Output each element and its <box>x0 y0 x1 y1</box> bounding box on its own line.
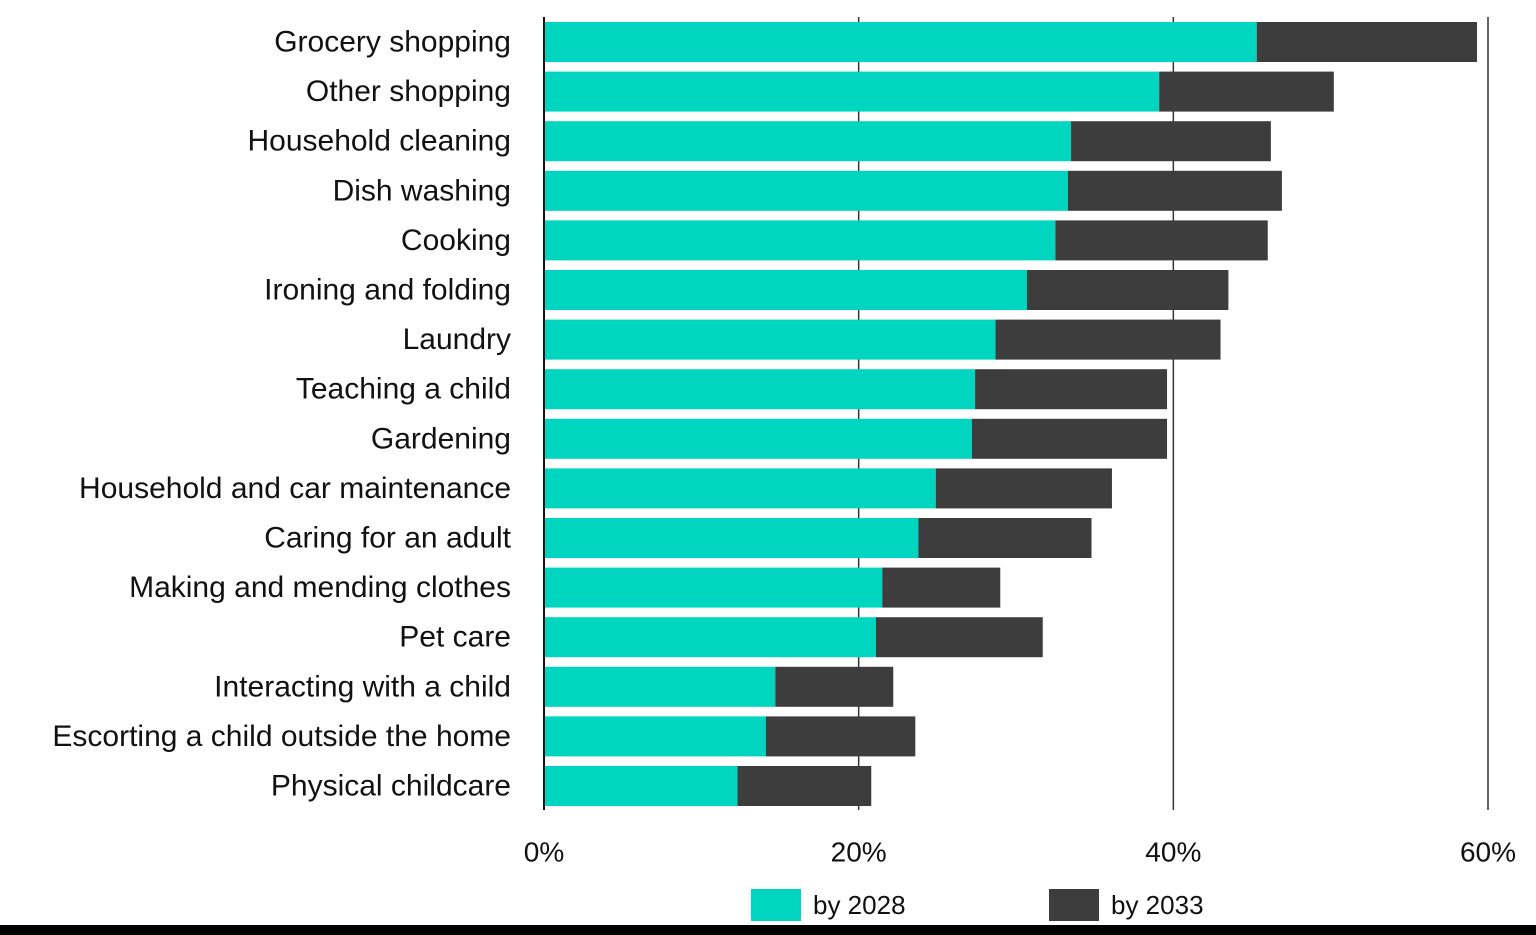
bar-0-1 <box>544 71 1160 112</box>
bar-1-14 <box>765 716 916 757</box>
bar-1-6 <box>995 319 1221 360</box>
category-label-5: Ironing and folding <box>264 274 511 307</box>
bar-1-13 <box>775 666 894 707</box>
category-label-13: Interacting with a child <box>214 670 511 703</box>
bar-1-10 <box>918 518 1092 558</box>
bar-1-0 <box>1256 22 1477 62</box>
x-tick-label-2: 40% <box>1145 837 1201 868</box>
bar-0-13 <box>544 666 776 707</box>
category-label-6: Laundry <box>403 323 511 356</box>
bar-0-12 <box>544 617 876 658</box>
bottom-border-bar <box>0 925 1536 935</box>
bar-1-7 <box>975 369 1168 410</box>
bar-0-6 <box>544 319 996 360</box>
bar-0-8 <box>544 418 972 459</box>
x-tick-label-0: 0% <box>524 837 564 868</box>
legend-label-1: by 2033 <box>1111 890 1204 920</box>
bar-0-4 <box>544 220 1056 261</box>
bar-1-4 <box>1055 220 1268 261</box>
bar-1-15 <box>737 766 872 806</box>
bar-0-10 <box>544 518 919 558</box>
bar-0-14 <box>544 716 766 757</box>
bar-1-8 <box>971 418 1168 459</box>
bar-0-15 <box>544 766 738 806</box>
x-tick-label-3: 60% <box>1460 837 1516 868</box>
bar-0-5 <box>544 270 1028 310</box>
category-labels: Grocery shopping Other shopping Household … <box>52 26 511 803</box>
bar-1-3 <box>1067 170 1282 211</box>
bar-0-11 <box>544 567 883 608</box>
category-label-0: Grocery shopping <box>274 26 511 59</box>
category-label-10: Caring for an adult <box>264 522 511 555</box>
bar-0-0 <box>544 22 1257 62</box>
bar-1-11 <box>882 567 1001 608</box>
category-label-7: Teaching a child <box>296 373 511 406</box>
bar-1-12 <box>875 617 1043 658</box>
x-tick-label-1: 20% <box>831 837 887 868</box>
bar-0-9 <box>544 468 936 509</box>
bar-1-2 <box>1071 121 1271 162</box>
category-label-2: Household cleaning <box>247 125 511 158</box>
bar-1-1 <box>1159 71 1334 112</box>
category-label-14: Escorting a child outside the home <box>52 720 511 753</box>
legend-swatch-0 <box>751 889 801 921</box>
category-label-12: Pet care <box>399 621 511 654</box>
bar-1-9 <box>935 468 1112 509</box>
category-label-11: Making and mending clothes <box>129 571 511 604</box>
category-label-15: Physical childcare <box>271 770 511 803</box>
legend: by 2028 by 2033 <box>751 889 1204 921</box>
bar-0-7 <box>544 369 976 410</box>
legend-swatch-1 <box>1049 889 1099 921</box>
legend-label-0: by 2028 <box>813 890 906 920</box>
bar-0-2 <box>544 121 1072 162</box>
x-tick-labels: 0% 20% 40% 60% <box>524 837 1516 868</box>
category-label-8: Gardening <box>371 422 511 455</box>
category-label-1: Other shopping <box>306 75 511 108</box>
category-label-9: Household and car maintenance <box>79 472 511 505</box>
category-label-4: Cooking <box>401 224 511 257</box>
bars <box>544 22 1477 806</box>
category-label-3: Dish washing <box>333 174 511 207</box>
bar-0-3 <box>544 170 1068 211</box>
bar-1-5 <box>1027 270 1229 310</box>
